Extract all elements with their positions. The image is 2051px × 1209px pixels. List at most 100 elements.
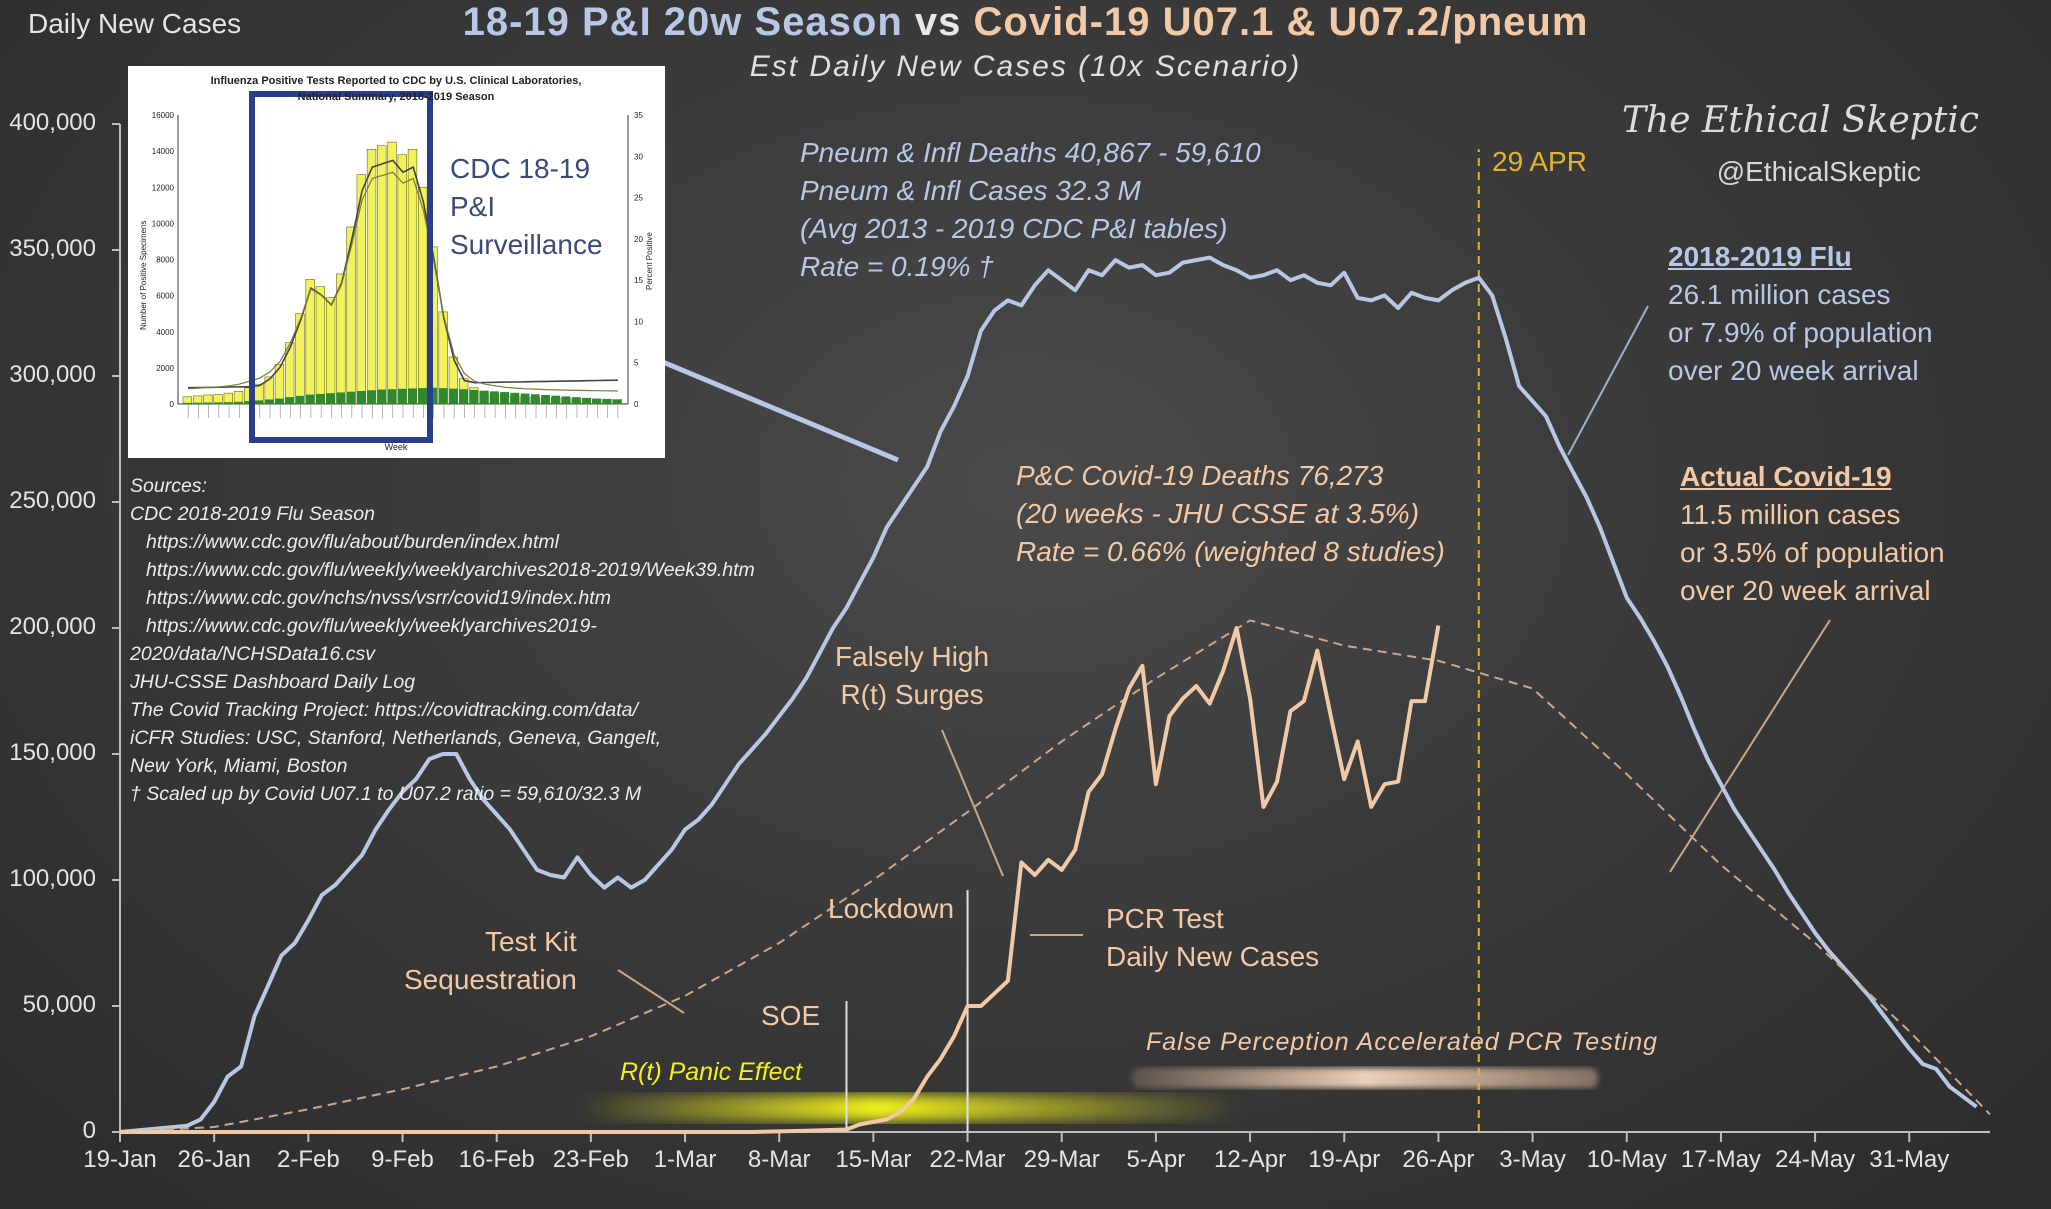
x-tick-label: 8-Mar [747,1146,811,1173]
inset-bar-green [469,389,479,404]
panic-effect-label: R(t) Panic Effect [620,1058,802,1086]
inset-bar-green [592,398,602,404]
inset-bar-green [285,397,295,404]
y-tick-label: 200,000 [9,613,96,640]
covid-summary-line: 11.5 million cases [1680,499,1901,530]
y-tick-label: 350,000 [9,235,96,262]
sources-link[interactable]: https://www.cdc.gov/flu/weekly/weeklyarc… [146,615,597,637]
inset-y2-tick-label: 25 [634,194,643,203]
inset-bar-green [305,394,315,404]
chart-title: 18-19 P&I 20w Season vs Covid-19 U07.1 &… [0,0,2051,45]
inset-bar-green [326,393,335,404]
flu-summary-line: over 20 week arrival [1668,355,1919,386]
sources-line: 2020/data/NCHSData16.csv [130,643,375,665]
sources-line: The Covid Tracking Project: https://covi… [130,699,638,721]
test-kit-pointer [617,969,685,1014]
sources-line: JHU-CSSE Dashboard Daily Log [130,671,416,693]
inset-y-tick-label: 4000 [156,328,174,337]
annotation-line: Daily New Cases [1106,941,1320,972]
sources-link[interactable]: https://www.cdc.gov/flu/about/burden/ind… [146,531,559,553]
x-tick-label: 24-May [1775,1146,1856,1173]
inset-bar-green [571,397,581,404]
x-tick-label: 2-Feb [276,1146,340,1173]
title-covid-part: Covid-19 U07.1 & U07.2/pneum [973,0,1589,44]
inset-y2-tick-label: 20 [634,235,643,244]
inset-bar-green [336,392,346,404]
inset-bar-green [561,396,571,404]
inset-bar-green [223,402,233,404]
inset-bar-green [459,389,469,404]
covid-summary-line: over 20 week arrival [1680,575,1931,606]
inset-bar-green [356,390,366,404]
inset-bar-green [213,402,223,404]
series-line-pcr-cases [120,625,1441,1134]
sources-link[interactable]: https://www.cdc.gov/flu/weekly/weeklyarc… [146,559,755,581]
annotation-line: PCR Test [1106,903,1224,934]
inset-bar-yellow [315,286,326,405]
series-line-flu [119,255,1978,1134]
x-tick-label: 16-Feb [458,1146,535,1173]
inset-bar-green [582,397,591,404]
inset-bar-green [530,394,540,404]
y-tick-label: 300,000 [9,361,96,388]
inset-y2-tick-label: 5 [634,359,639,368]
inset-labels: Influenza Positive Tests Reported to CDC… [139,75,654,452]
x-tick-label: 9-Feb [371,1146,434,1173]
inset-bar-green [367,390,376,404]
inset-bar-green [397,388,407,404]
x-tick-label: 29-Mar [1023,1146,1100,1173]
inset-bar-green [316,393,325,404]
flu-summary-line: or 7.9% of population [1668,317,1933,348]
pcr-annotation: PCR Test Daily New Cases [1106,900,1319,976]
y-tick-label: 150,000 [9,739,96,766]
falsely-high-pointer [941,729,1004,877]
x-tick-label: 17-May [1680,1146,1761,1173]
flu-stat-line: Pneum & Infl Cases 32.3 M [800,175,1141,206]
y-tick-label: 100,000 [9,865,96,892]
covid-stat-line: Rate = 0.66% (weighted 8 studies) [1016,536,1445,567]
inset-y2-tick-label: 0 [634,400,639,409]
lockdown-annotation: Lockdown [828,893,955,924]
annotation-line: Falsely High [835,641,990,672]
inset-y-tick-label: 2000 [156,364,174,373]
sources-line: New York, Miami, Boston [130,755,348,777]
title-vs: vs [914,0,962,44]
inset-x-axis-label: Week [385,442,408,452]
inset-bar-green [438,388,448,404]
inset-bar-green [387,389,397,404]
inset-y2-tick-label: 30 [634,152,643,161]
inset-callout-line: CDC 18-19 [450,153,591,184]
x-tick-label: 19-Apr [1308,1146,1381,1173]
sources-block: Sources: CDC 2018-2019 Flu Season https:… [130,472,755,808]
test-kit-annotation: Test Kit Sequestration [404,923,577,999]
x-tick-label: 19-Jan [83,1146,157,1173]
brand-logo: The Ethical Skeptic [1622,100,1979,141]
sources-line: iCFR Studies: USC, Stanford, Netherlands… [130,727,662,749]
inset-callout-line: Surveillance [450,229,603,260]
annotation-line: Test Kit [484,926,577,957]
inset-y-axis-label: Number of Positive Specimens [139,221,148,330]
inset-highlight-frame [249,91,433,443]
x-tick-label: 23-Feb [552,1146,629,1173]
inset-bar-green [244,401,254,404]
inset-bar-green [183,402,192,404]
inset-y2-tick-label: 15 [634,276,643,285]
covid-summary-line: or 3.5% of population [1680,537,1945,568]
event-markers [845,149,1480,1132]
x-tick-label: 22-Mar [929,1146,1006,1173]
y-tick-label: 250,000 [9,487,96,514]
covid-box-pointer [1669,619,1831,873]
inset-bar-green [602,399,612,404]
x-tick-label: 1-Mar [653,1146,717,1173]
inset-callout-line: P&I [450,191,496,222]
cdc-inset-figure: Influenza Positive Tests Reported to CDC… [128,66,665,458]
falsely-high-annotation: Falsely High R(t) Surges [835,638,989,714]
x-tick-label: 5-Apr [1126,1146,1186,1173]
inset-y-tick-label: 10000 [152,219,175,228]
date-marker-label: 29 APR [1492,146,1587,177]
sources-link[interactable]: https://www.cdc.gov/nchs/nvss/vsrr/covid… [146,587,611,609]
series-line-covid-estimate [119,619,1991,1133]
inset-bar-green [551,395,561,404]
inset-bar-green [541,394,550,404]
pcr-testing-band [1132,1068,1598,1088]
